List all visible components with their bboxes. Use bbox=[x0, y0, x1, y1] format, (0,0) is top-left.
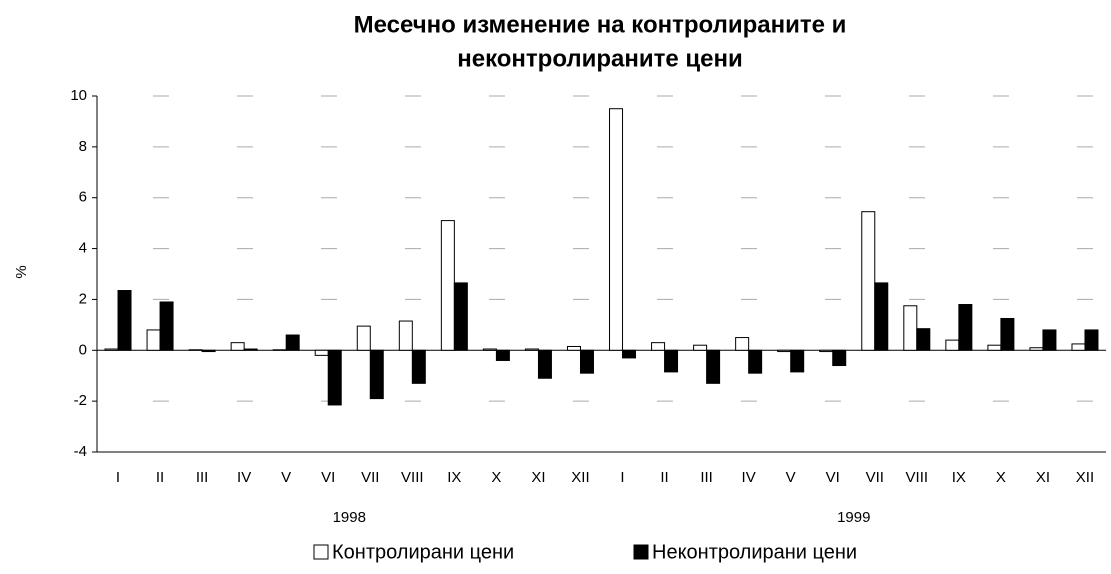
bar bbox=[537, 349, 552, 379]
y-tick-label: 2 bbox=[79, 290, 87, 307]
bar bbox=[693, 344, 708, 351]
bar bbox=[945, 339, 960, 351]
legend-swatch bbox=[313, 544, 329, 560]
bar bbox=[314, 349, 329, 356]
y-tick-label: 4 bbox=[79, 240, 87, 257]
x-tick-label: XI bbox=[531, 469, 545, 486]
y-tick-label: 0 bbox=[79, 341, 87, 358]
bar bbox=[272, 349, 287, 351]
x-tick-label: X bbox=[491, 469, 501, 486]
x-tick-label: XII bbox=[571, 469, 589, 486]
bar bbox=[482, 348, 497, 351]
x-tick-label: VI bbox=[321, 469, 335, 486]
group-label: 1999 bbox=[837, 509, 870, 526]
x-tick-label: II bbox=[660, 469, 668, 486]
bar bbox=[411, 349, 426, 384]
bar bbox=[664, 349, 679, 373]
x-tick-label: III bbox=[700, 469, 713, 486]
bar bbox=[861, 211, 876, 351]
y-tick-label: -4 bbox=[74, 443, 87, 460]
x-tick-label: V bbox=[786, 469, 796, 486]
bar bbox=[874, 282, 889, 351]
x-tick-label: I bbox=[620, 469, 624, 486]
bar bbox=[748, 349, 763, 374]
x-tick-label: X bbox=[996, 469, 1006, 486]
bar bbox=[146, 329, 161, 351]
y-tick-label: 8 bbox=[79, 138, 87, 155]
bar bbox=[579, 349, 594, 374]
bar bbox=[524, 348, 539, 351]
bar bbox=[104, 348, 119, 351]
bar bbox=[188, 349, 203, 351]
bar bbox=[651, 342, 666, 351]
x-tick-label: VI bbox=[826, 469, 840, 486]
y-tick-label: -2 bbox=[74, 392, 87, 409]
legend-swatch bbox=[633, 544, 649, 560]
x-tick-label: IX bbox=[447, 469, 461, 486]
legend-label: Неконтролирани цени bbox=[652, 541, 857, 563]
legend-label: Контролирани цени bbox=[332, 541, 514, 563]
bar bbox=[398, 320, 413, 351]
bar bbox=[1084, 329, 1099, 351]
bar bbox=[903, 305, 918, 351]
bar bbox=[832, 349, 847, 367]
bar bbox=[1000, 318, 1015, 351]
bar bbox=[159, 301, 174, 351]
bar bbox=[230, 342, 245, 351]
bar bbox=[117, 290, 132, 351]
bar bbox=[706, 349, 721, 384]
x-tick-label: V bbox=[281, 469, 291, 486]
y-tick-label: 6 bbox=[79, 189, 87, 206]
bar bbox=[440, 220, 455, 351]
bar bbox=[916, 328, 931, 351]
x-tick-label: IV bbox=[237, 469, 251, 486]
bar bbox=[243, 348, 258, 351]
bar bbox=[1029, 347, 1044, 351]
bar bbox=[285, 334, 300, 351]
x-tick-label: VII bbox=[361, 469, 379, 486]
bar bbox=[819, 349, 834, 353]
x-tick-label: III bbox=[196, 469, 209, 486]
chart-title: Месечно изменение на контролираните и bbox=[354, 11, 847, 38]
bar bbox=[987, 344, 1002, 351]
bar bbox=[735, 337, 750, 351]
bar bbox=[622, 349, 637, 359]
chart-title: неконтролираните цени bbox=[457, 45, 743, 72]
bar bbox=[201, 349, 216, 353]
bar bbox=[369, 349, 384, 400]
y-axis-label: % bbox=[13, 265, 30, 278]
group-label: 1998 bbox=[333, 509, 366, 526]
x-tick-label: IX bbox=[952, 469, 966, 486]
bar bbox=[1071, 343, 1086, 351]
bar bbox=[958, 304, 973, 351]
bar bbox=[609, 108, 624, 351]
y-tick-label: 10 bbox=[70, 87, 87, 104]
bar bbox=[327, 349, 342, 406]
x-tick-label: VII bbox=[866, 469, 884, 486]
x-tick-label: XI bbox=[1036, 469, 1050, 486]
bar bbox=[777, 349, 792, 353]
x-tick-label: II bbox=[156, 469, 164, 486]
x-tick-label: XII bbox=[1076, 469, 1094, 486]
bar bbox=[356, 325, 371, 351]
bar bbox=[1042, 329, 1057, 351]
x-tick-label: VIII bbox=[401, 469, 424, 486]
bar bbox=[790, 349, 805, 373]
bar bbox=[453, 282, 468, 351]
x-tick-label: IV bbox=[742, 469, 756, 486]
bar bbox=[495, 349, 510, 361]
x-tick-label: VIII bbox=[906, 469, 929, 486]
x-tick-label: I bbox=[116, 469, 120, 486]
bar bbox=[566, 345, 581, 351]
